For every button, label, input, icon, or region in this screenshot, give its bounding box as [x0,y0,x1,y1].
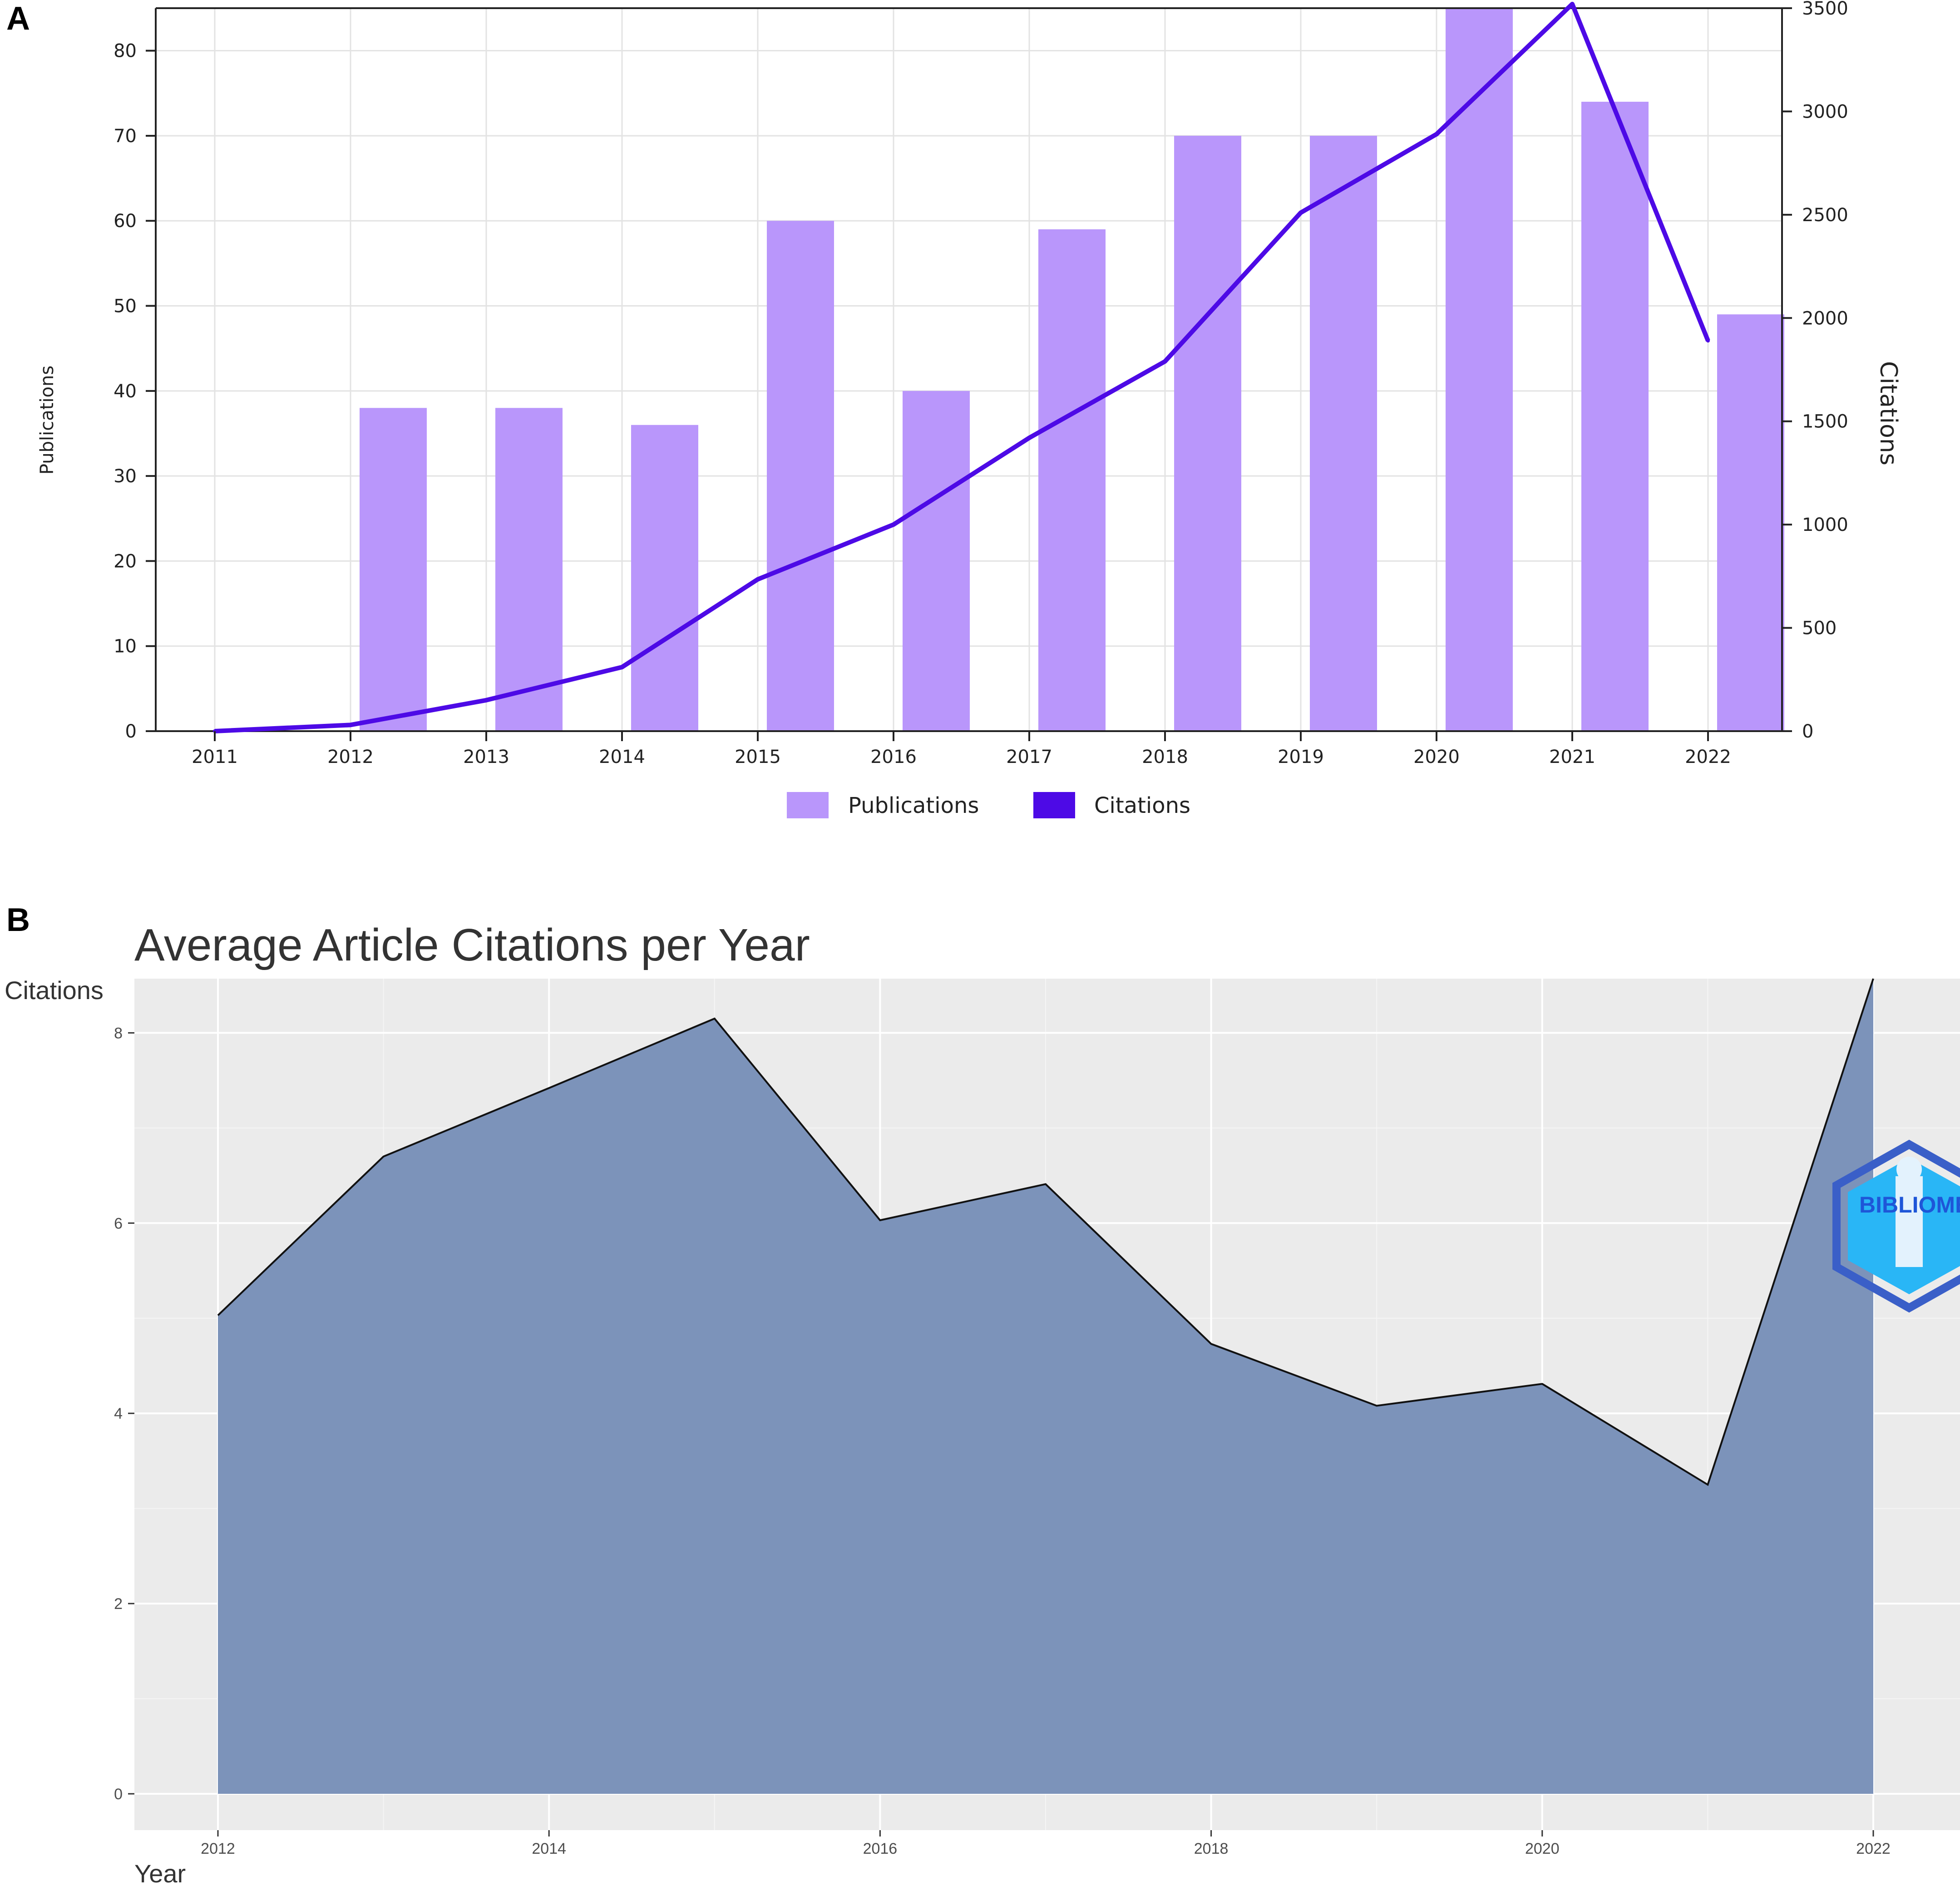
logo-text: BIBLIOME [1859,1192,1960,1218]
plot-frame [155,7,1783,732]
panel-b-label: B [6,902,30,938]
bar-publications [1581,102,1649,731]
y2-tick-label: 2500 [1802,205,1848,226]
y2-tick-label: 2000 [1802,308,1848,329]
bar-publications [903,391,970,731]
bar-publications [631,425,698,731]
x-tick-label: 2013 [463,747,509,767]
citations-area [217,978,1874,1794]
axis-ticks: 0 10 20 30 40 50 60 70 80 0 500 1000 1500 2000 2500 300… [114,0,1848,767]
y2-tick-label: 500 [1802,618,1837,639]
citations-series-line [214,1,1710,733]
biblioshiny-logo-icon: BIBLIOME [1832,1139,1960,1313]
x-tick-label: 2017 [1006,747,1052,767]
y2-tick-label: 1500 [1802,411,1848,432]
y-tick-label: 10 [114,636,137,657]
y2-tick-label: 1000 [1802,515,1848,535]
y2-tick-label: 0 [1802,721,1813,742]
x-tick-label: 2012 [327,747,374,767]
citations-point [1027,436,1031,440]
citations-point [892,523,895,527]
bar-publications [1446,8,1513,731]
y-tick-label: 80 [114,41,137,62]
bar-publications [360,408,427,731]
x-tick-label: 2014 [532,1840,566,1857]
y-tick-label: 2 [114,1595,123,1613]
y2-tick-label: 3500 [1802,0,1848,19]
x-tick-label: 2012 [201,1840,235,1857]
citations-point [484,698,488,702]
citations-point [620,665,624,669]
y-tick-label: 0 [125,721,137,742]
legend-swatch-citations [1033,792,1075,818]
x-tick-label: 2014 [599,747,645,767]
y2-tick-label: 3000 [1802,101,1848,122]
legend-label-citations: Citations [1094,793,1190,818]
y-tick-label: 50 [114,296,137,317]
x-tick-label: 2019 [1278,747,1324,767]
legend: Publications Citations [787,792,1190,818]
y-tick-label: 70 [114,126,137,147]
citations-line [213,1,1710,733]
bar-publications [1717,314,1784,731]
y-tick-label: 0 [114,1786,123,1803]
area-outline [217,978,1874,1486]
panel-a-label: A [6,0,30,37]
x-tick-label: 2018 [1142,747,1188,767]
citations-point [1435,132,1438,136]
x-tick-label: 2011 [192,747,238,767]
area-fill [218,979,1873,1794]
publications-bars [360,8,1784,731]
y-axis-label: Citations [5,976,104,1005]
legend-label-publications: Publications [848,793,979,818]
citations-point [1706,339,1710,343]
x-tick-label: 2015 [735,747,781,767]
y2-axis-label-citations: Citations [1875,361,1902,465]
y-axis-label-publications: Publications [37,366,58,475]
publications-citations-chart: 0 10 20 30 40 50 60 70 80 0 500 1000 1500 2000 2500 300… [37,0,1902,818]
x-tick-label: 2018 [1194,1840,1229,1857]
bar-publications [495,408,563,731]
x-tick-label: 2016 [863,1840,898,1857]
y-tick-label: 6 [114,1215,123,1232]
citations-point [1570,2,1574,6]
y-tick-label: 30 [114,466,137,487]
legend-swatch-publications [787,792,829,818]
x-tick-label: 2020 [1525,1840,1560,1857]
y-tick-label: 20 [114,551,137,572]
y-tick-label: 8 [114,1025,123,1042]
y-tick-label: 40 [114,381,137,402]
y-tick-label: 60 [114,211,137,232]
x-tick-label: 2020 [1413,747,1460,767]
bar-publications [1310,135,1377,731]
bar-publications [767,221,834,731]
citations-point [349,723,352,727]
citations-point [1299,211,1303,215]
bar-publications [1174,135,1241,731]
citations-point [1163,359,1167,363]
citations-point [756,577,760,581]
x-tick-label: 2022 [1685,747,1731,767]
x-tick-label: 2021 [1549,747,1595,767]
y-tick-label: 4 [114,1405,123,1422]
axis-ticks: 0 2 4 6 8 2012 2014 2016 2018 2020 2022 [114,1025,1891,1857]
x-tick-label: 2022 [1856,1840,1891,1857]
x-axis-label: Year [134,1859,186,1886]
bar-publications [1038,229,1106,731]
chart-title: Average Article Citations per Year [134,920,810,970]
x-tick-label: 2016 [870,747,917,767]
